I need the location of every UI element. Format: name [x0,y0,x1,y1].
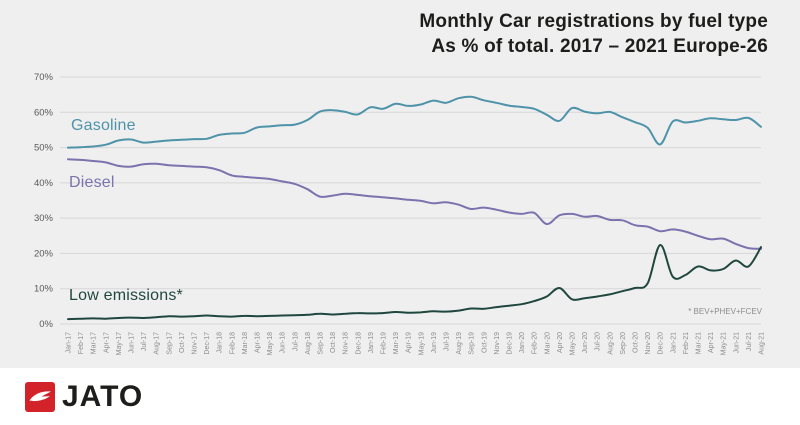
svg-text:Nov-17: Nov-17 [192,332,199,355]
svg-text:Oct-19: Oct-19 [481,332,488,353]
svg-text:Apr-17: Apr-17 [103,332,110,353]
svg-text:Feb-21: Feb-21 [683,332,690,354]
svg-text:May-21: May-21 [721,332,728,355]
svg-text:Jan-20: Jan-20 [519,332,526,354]
svg-text:Jun-18: Jun-18 [280,332,287,354]
series-lines [67,95,762,321]
gridlines [60,76,761,325]
chart-panel: Monthly Car registrations by fuel type A… [0,0,800,368]
svg-text:Mar-19: Mar-19 [393,332,400,354]
series-line-diesel [67,158,762,250]
jato-logo: JATO [25,379,144,413]
y-axis-labels: 0% 10% 20% 30% 40% 50% 60% 70% [34,72,54,330]
svg-text:20%: 20% [34,248,54,259]
svg-text:Jan-19: Jan-19 [368,332,375,354]
svg-text:60%: 60% [34,107,54,118]
svg-text:10%: 10% [34,284,54,295]
svg-text:Sep-17: Sep-17 [166,332,173,355]
svg-text:30%: 30% [34,213,54,224]
svg-text:Jun-19: Jun-19 [431,332,438,354]
chart-title-line1: Monthly Car registrations by fuel type [419,11,768,32]
svg-text:40%: 40% [34,178,54,189]
svg-text:Jun-20: Jun-20 [582,332,589,354]
chart-title-line2: As % of total. 2017 – 2021 Europe-26 [431,36,768,58]
svg-text:Jan-18: Jan-18 [217,332,224,354]
svg-text:Sep-20: Sep-20 [620,332,627,355]
series-label-low-emissions: Low emissions* [69,287,183,304]
svg-text:Aug-21: Aug-21 [759,332,766,355]
svg-text:Feb-18: Feb-18 [229,332,236,354]
chart-title: Monthly Car registrations by fuel type A… [419,9,768,59]
svg-text:Oct-18: Oct-18 [330,332,337,353]
svg-text:0%: 0% [39,319,53,330]
footnote: * BEV+PHEV+FCEV [688,307,762,316]
x-axis-labels: Jan-17 Feb-17 Mar-17 Apr-17 May-17 Jun-17 Jul-… [66,332,766,355]
series-line-low-emissions [67,243,762,321]
svg-text:Apr-21: Apr-21 [708,332,715,353]
svg-text:Jul-19: Jul-19 [444,332,451,351]
svg-text:50%: 50% [34,143,54,154]
svg-text:70%: 70% [34,72,54,83]
svg-text:Jul-21: Jul-21 [746,332,753,351]
svg-text:Jun-17: Jun-17 [129,332,136,354]
svg-text:Apr-20: Apr-20 [557,332,564,353]
svg-text:Oct-20: Oct-20 [633,332,640,353]
svg-text:Aug-17: Aug-17 [154,332,161,355]
svg-text:Feb-19: Feb-19 [381,332,388,354]
svg-text:Dec-17: Dec-17 [204,332,211,355]
svg-text:Dec-19: Dec-19 [507,332,514,355]
svg-text:Aug-19: Aug-19 [456,332,463,355]
svg-text:Dec-20: Dec-20 [658,332,665,355]
svg-text:Aug-20: Aug-20 [607,332,614,355]
svg-text:Feb-20: Feb-20 [532,332,539,354]
svg-text:Sep-18: Sep-18 [318,332,325,355]
svg-text:Jul-20: Jul-20 [595,332,602,351]
svg-text:Mar-17: Mar-17 [91,332,98,354]
svg-text:Nov-18: Nov-18 [343,332,350,355]
jato-wordmark: JATO [62,379,144,413]
svg-text:Jul-18: Jul-18 [292,332,299,351]
svg-text:Jul-17: Jul-17 [141,332,148,351]
svg-text:Apr-19: Apr-19 [406,332,413,353]
svg-text:May-19: May-19 [418,332,425,355]
svg-text:May-18: May-18 [267,332,274,355]
svg-text:Mar-20: Mar-20 [544,332,551,354]
svg-text:Dec-18: Dec-18 [355,332,362,355]
svg-text:Jan-21: Jan-21 [670,332,677,354]
svg-text:Sep-19: Sep-19 [469,332,476,355]
line-chart: 0% 10% 20% 30% 40% 50% 60% 70% Jan-17 Feb-17 Mar-… [34,72,766,355]
svg-text:Mar-21: Mar-21 [696,332,703,354]
svg-text:May-20: May-20 [570,332,577,355]
svg-text:Jan-17: Jan-17 [66,332,73,354]
svg-text:Mar-18: Mar-18 [242,332,249,354]
svg-text:Apr-18: Apr-18 [255,332,262,353]
svg-text:Nov-20: Nov-20 [645,332,652,355]
svg-text:Feb-17: Feb-17 [78,332,85,354]
svg-text:Oct-17: Oct-17 [179,332,186,353]
series-label-diesel: Diesel [69,174,115,191]
svg-text:May-17: May-17 [116,332,123,355]
series-label-gasoline: Gasoline [71,117,136,134]
svg-text:Nov-19: Nov-19 [494,332,501,355]
jato-arrow-icon [25,381,55,412]
series-line-gasoline [67,95,762,149]
footer-bar: JATO [0,368,800,425]
svg-text:Aug-18: Aug-18 [305,332,312,355]
svg-text:Jun-21: Jun-21 [733,332,740,354]
